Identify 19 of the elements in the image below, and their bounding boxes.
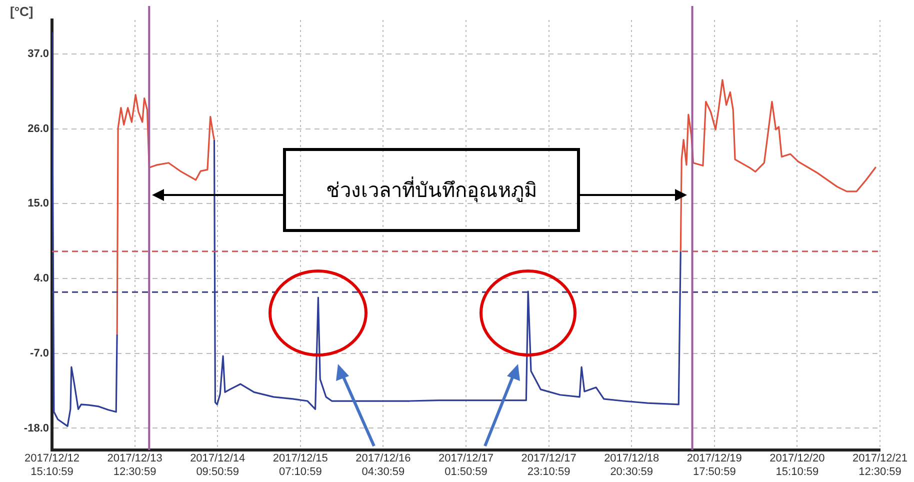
x-tick-label: 2017/12/12 15:10:59 xyxy=(24,452,80,478)
y-axis-title: [°C] xyxy=(10,4,34,19)
y-tick-label: -7.0 xyxy=(30,347,49,360)
x-tick-label: 2017/12/14 09:50:59 xyxy=(190,452,246,478)
y-tick-label: -18.0 xyxy=(24,422,49,434)
x-tick-label: 2017/12/19 17:50:59 xyxy=(686,452,742,478)
y-tick-label: 26.0 xyxy=(28,122,49,135)
x-tick-label: 2017/12/15 07:10:59 xyxy=(272,452,328,478)
y-tick-label: 4.0 xyxy=(34,272,49,285)
x-tick-label: 2017/12/21 12:30:59 xyxy=(852,452,908,478)
x-tick-label: 2017/12/16 04:30:59 xyxy=(356,452,411,478)
annotation: ช่วงเวลาที่บันทึกอุณหภูมิ xyxy=(283,148,580,232)
x-tick-label: 2017/12/18 20:30:59 xyxy=(604,452,660,478)
x-tick-label: 2017/12/17 23:10:59 xyxy=(521,452,576,478)
x-tick-label: 2017/12/20 15:10:59 xyxy=(770,452,825,478)
x-tick-label: 2017/12/17 01:50:59 xyxy=(438,452,494,478)
y-tick-label: 37.0 xyxy=(28,48,49,60)
x-tick-label: 2017/12/13 12:30:59 xyxy=(107,452,162,478)
y-tick-label: 15.0 xyxy=(28,198,49,210)
